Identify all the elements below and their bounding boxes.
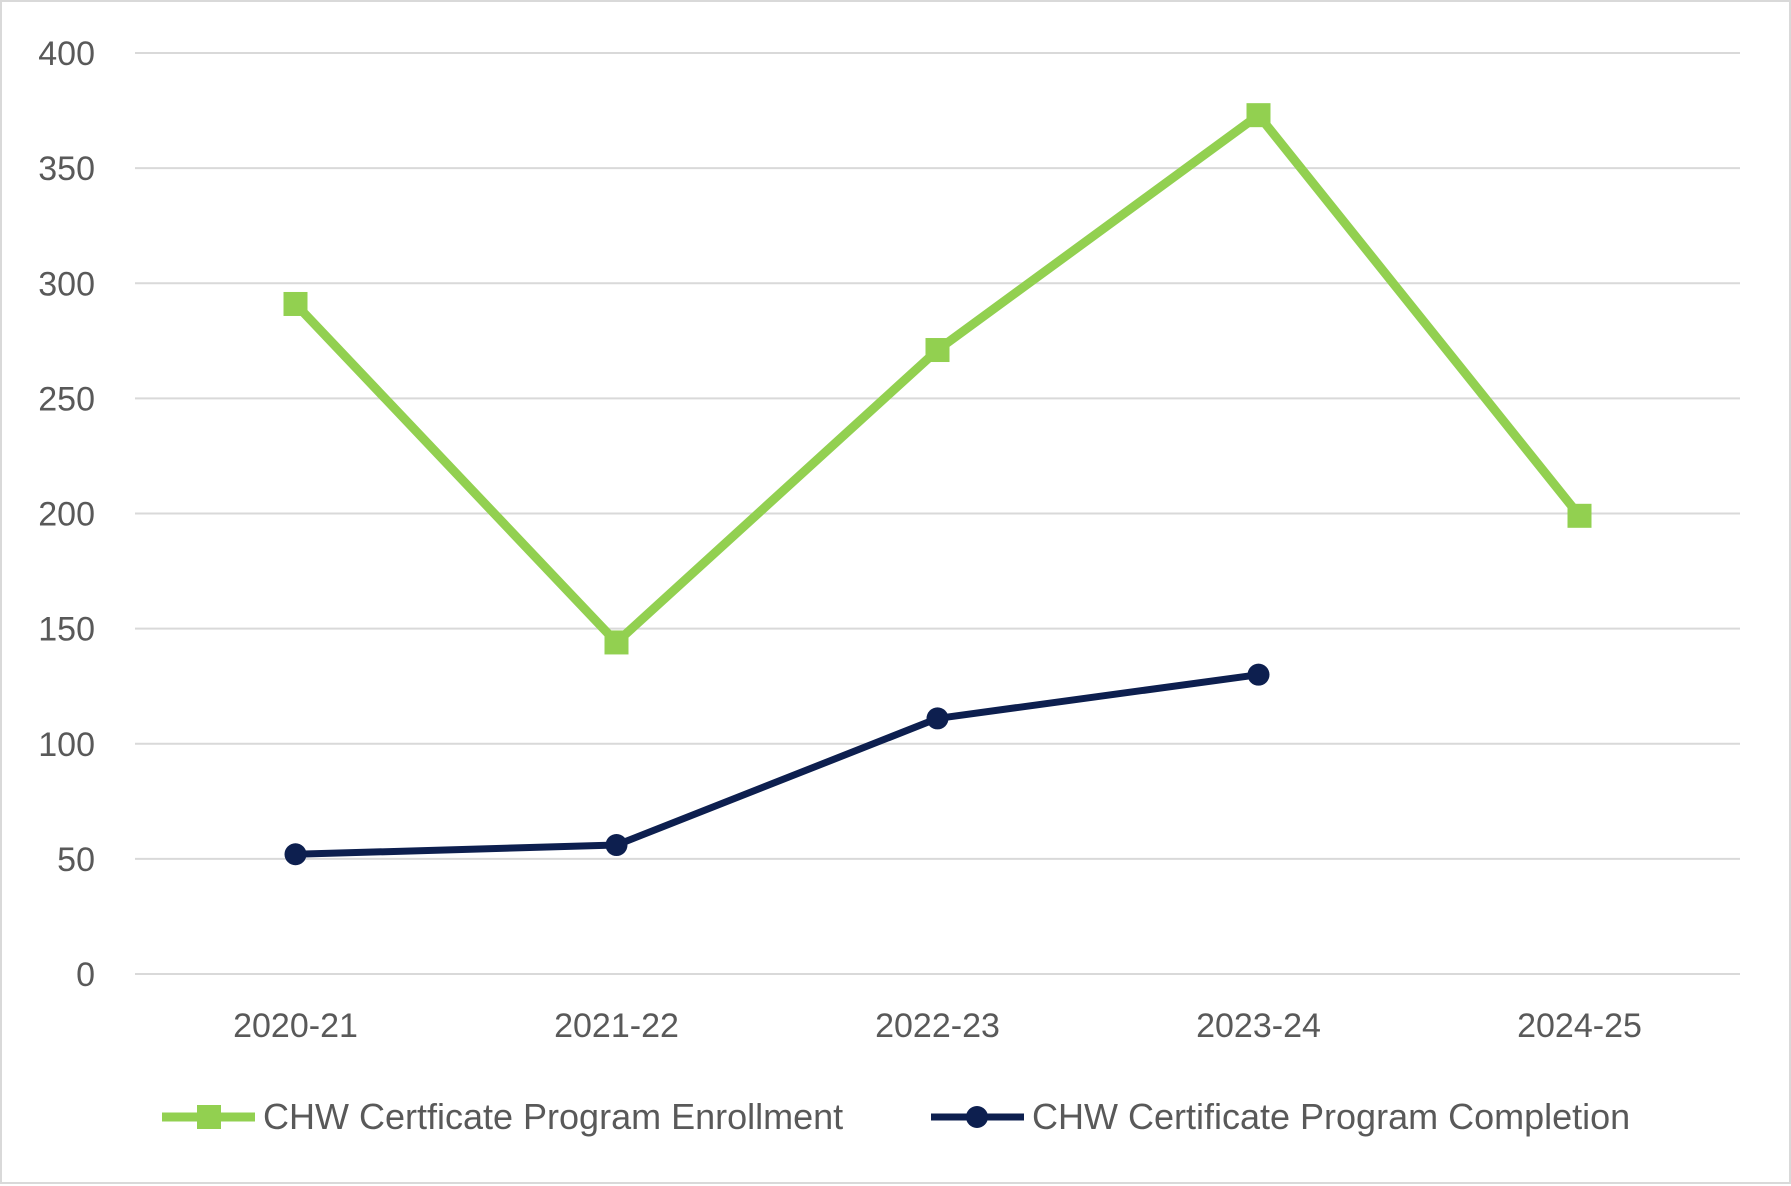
legend-item-enrollment: CHW Certficate Program Enrollment	[162, 1096, 843, 1137]
legend: CHW Certficate Program Enrollment CHW Ce…	[162, 1096, 1630, 1137]
data-point-circle	[926, 707, 949, 730]
legend-enrollment-square-marker	[197, 1105, 221, 1129]
y-tick-label: 350	[38, 150, 95, 188]
y-tick-label: 400	[38, 35, 95, 73]
y-tick-label: 100	[38, 726, 95, 764]
x-axis-tick-labels: 2020-21 2021-22 2022-23 2023-24 2024-25	[233, 1007, 1642, 1045]
data-point-circle	[605, 834, 628, 857]
y-tick-label: 250	[38, 380, 95, 418]
series-line	[292, 110, 1584, 647]
y-axis-tick-labels: 0 50 100 150 200 250 300 350 400	[38, 35, 95, 994]
y-tick-label: 0	[76, 956, 95, 994]
x-tick-label: 2021-22	[554, 1007, 679, 1045]
series-line	[295, 671, 1259, 858]
x-tick-label: 2023-24	[1196, 1007, 1321, 1045]
x-tick-label: 2022-23	[875, 1007, 1000, 1045]
data-point-square	[1246, 103, 1271, 128]
series-1	[284, 663, 1270, 866]
legend-completion-label: CHW Certificate Program Completion	[1032, 1096, 1630, 1137]
data-point-circle	[284, 843, 307, 866]
data-point-square	[925, 338, 950, 363]
x-tick-label: 2024-25	[1517, 1007, 1642, 1045]
legend-enrollment-label: CHW Certficate Program Enrollment	[263, 1096, 843, 1137]
y-tick-label: 150	[38, 611, 95, 649]
series-0	[283, 103, 1592, 655]
data-point-square	[604, 630, 629, 655]
legend-item-completion: CHW Certificate Program Completion	[931, 1096, 1630, 1137]
legend-completion-circle-marker	[966, 1106, 988, 1128]
series-lines	[283, 103, 1592, 866]
y-tick-label: 50	[57, 841, 95, 879]
y-tick-label: 300	[38, 265, 95, 303]
gridlines	[135, 52, 1740, 975]
y-tick-label: 200	[38, 496, 95, 534]
data-point-circle	[1247, 663, 1270, 686]
x-tick-label: 2020-21	[233, 1007, 358, 1045]
data-point-square	[283, 291, 308, 316]
data-point-square	[1567, 503, 1592, 528]
